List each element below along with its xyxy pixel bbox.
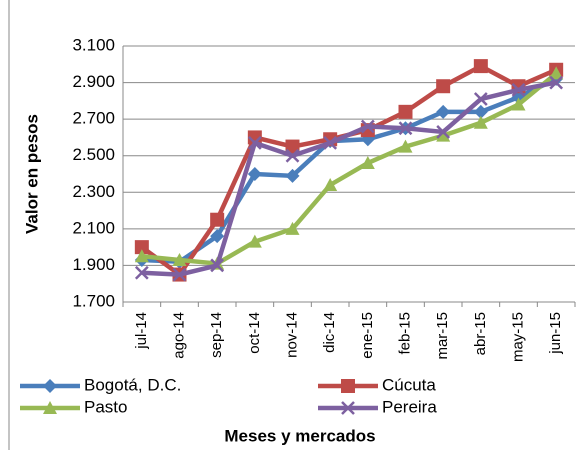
legend-label: Pereira: [382, 397, 437, 416]
marker: [511, 97, 526, 111]
marker: [436, 104, 451, 119]
marker: [549, 75, 564, 90]
series-line: [141, 71, 558, 266]
legend-marker: [43, 401, 57, 414]
marker: [134, 265, 149, 280]
marker: [473, 59, 488, 74]
y-tick-label: 2.100: [72, 218, 115, 237]
marker: [436, 79, 451, 94]
x-axis-title: Meses y mercados: [224, 426, 375, 445]
marker: [247, 167, 262, 181]
marker: [172, 267, 187, 282]
y-tick-label: 3.100: [72, 35, 115, 54]
x-tick-label: feb-15: [396, 312, 413, 355]
y-tick-label: 1.700: [72, 291, 115, 310]
x-tick-label: mar-15: [434, 312, 451, 360]
legend-marker: [43, 379, 57, 393]
marker: [398, 139, 413, 153]
x-tick-label: dic-14: [321, 312, 338, 353]
y-tick-label: 2.900: [72, 72, 115, 91]
marker: [323, 177, 338, 191]
marker: [473, 115, 488, 129]
marker: [210, 258, 225, 273]
legend-label: Bogotá, D.C.: [84, 375, 181, 394]
legend-marker: [341, 401, 355, 415]
x-tick-label: sep-14: [208, 312, 225, 358]
marker: [398, 104, 413, 119]
x-tick-label: ago-14: [170, 312, 187, 359]
marker: [247, 136, 262, 150]
marker: [511, 83, 526, 97]
marker: [134, 240, 149, 255]
marker: [323, 136, 338, 150]
legend-label: Cúcuta: [382, 375, 436, 394]
marker: [172, 252, 187, 266]
marker: [436, 125, 451, 139]
y-tick-label: 2.300: [72, 182, 115, 201]
marker: [436, 128, 451, 142]
marker: [360, 119, 375, 134]
marker: [360, 156, 375, 170]
marker: [285, 148, 300, 163]
marker: [398, 121, 413, 136]
x-tick-label: ene-15: [359, 312, 376, 359]
legend-label: Pasto: [84, 397, 127, 416]
marker: [473, 104, 488, 119]
y-axis-title: Valor en pesos: [22, 114, 41, 234]
marker: [210, 212, 225, 227]
y-tick-label: 1.900: [72, 255, 115, 274]
x-tick-label: oct-14: [246, 312, 263, 354]
series-line: [141, 76, 558, 265]
x-tick-label: jul-14: [133, 312, 150, 350]
marker: [549, 66, 564, 80]
x-tick-label: abr-15: [472, 312, 489, 355]
marker: [285, 168, 300, 183]
marker: [247, 234, 262, 248]
marker: [285, 221, 300, 235]
legend-marker: [341, 379, 355, 393]
x-tick-label: nov-14: [283, 312, 300, 358]
x-tick-label: jun-15: [547, 312, 564, 355]
series-line: [141, 80, 557, 277]
y-tick-label: 2.500: [72, 145, 115, 164]
x-tick-label: may-15: [509, 312, 526, 362]
marker: [285, 139, 300, 154]
marker: [473, 92, 488, 106]
marker: [134, 249, 149, 263]
marker: [210, 229, 225, 244]
y-tick-label: 2.700: [72, 109, 115, 128]
